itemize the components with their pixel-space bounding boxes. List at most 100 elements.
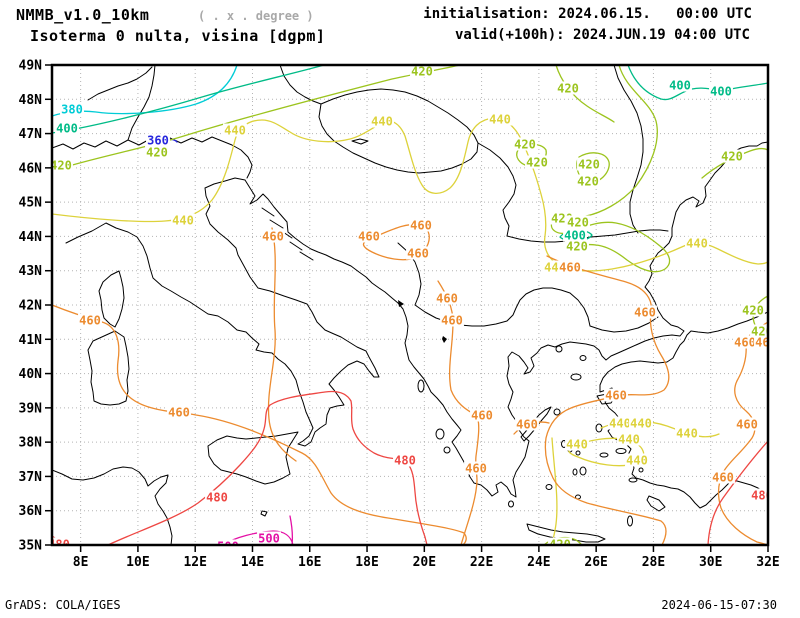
contour-label-440: 440 bbox=[618, 433, 640, 447]
contour-label-480: 480 bbox=[48, 538, 70, 552]
lat-tick-label: 42N bbox=[19, 299, 43, 314]
lat-tick-label: 38N bbox=[19, 436, 43, 451]
lat-tick-label: 39N bbox=[19, 401, 43, 416]
contour-label-mask bbox=[668, 78, 692, 92]
contour-label-mask bbox=[576, 174, 600, 188]
contour-label-420: 420 bbox=[50, 159, 72, 173]
contour-label-mask bbox=[257, 531, 281, 545]
lon-tick-label: 28E bbox=[642, 555, 665, 570]
contour-label-440: 440 bbox=[626, 454, 648, 468]
contour-label-mask bbox=[145, 145, 169, 159]
contour-label-mask bbox=[370, 114, 394, 128]
contour-line-460 bbox=[717, 321, 768, 545]
contour-label-mask bbox=[565, 437, 589, 451]
contour-line-460 bbox=[52, 304, 467, 545]
lon-tick-label: 20E bbox=[413, 555, 436, 570]
contour-label-500: 500 bbox=[258, 532, 280, 546]
contour-label-mask bbox=[261, 229, 285, 243]
contour-label-460: 460 bbox=[407, 247, 429, 261]
contour-label-mask bbox=[488, 112, 512, 126]
lon-tick-label: 16E bbox=[298, 555, 321, 570]
contour-label-400: 400 bbox=[564, 229, 586, 243]
contour-label-mask bbox=[78, 313, 102, 327]
contour-label-420: 420 bbox=[526, 156, 548, 170]
contour-label-mask bbox=[709, 84, 733, 98]
contour-label-mask bbox=[52, 537, 71, 545]
contour-line-420 bbox=[52, 65, 461, 172]
contour-label-420: 420 bbox=[578, 158, 600, 172]
coast-africa bbox=[52, 466, 173, 545]
contour-line-400 bbox=[627, 65, 768, 101]
contour-label-mask bbox=[577, 157, 601, 171]
contour-label-460: 460 bbox=[410, 219, 432, 233]
lake-ohrid bbox=[442, 336, 447, 343]
contour-line-480 bbox=[707, 440, 768, 545]
island-sardinia bbox=[87, 330, 130, 406]
contour-label-mask bbox=[167, 405, 191, 419]
contour-label-420: 420 bbox=[566, 240, 588, 254]
lat-tick-label: 49N bbox=[19, 59, 43, 74]
contour-label-mask bbox=[604, 388, 628, 402]
contour-label-mask bbox=[440, 313, 464, 327]
lat-tick-label: 48N bbox=[19, 93, 43, 108]
grads-credit: GrADS: COLA/IGES bbox=[5, 598, 121, 612]
contour-label-440: 440 bbox=[676, 427, 698, 441]
contour-line-500 bbox=[221, 530, 294, 545]
field-title: Isoterma 0 nulta, visina [dgpm] bbox=[30, 27, 326, 45]
lon-tick-label: 14E bbox=[241, 555, 264, 570]
contour-label-440: 440 bbox=[489, 113, 511, 127]
contour-label-420: 420 bbox=[146, 146, 168, 160]
contour-label-mask bbox=[52, 158, 73, 172]
contour-label-420: 420 bbox=[577, 175, 599, 189]
contour-label-mask bbox=[556, 81, 580, 95]
contour-label-480: 480 bbox=[751, 489, 773, 503]
contour-label-mask bbox=[608, 416, 632, 430]
contour-label-mask bbox=[750, 488, 768, 502]
contour-label-mask bbox=[216, 539, 240, 545]
contour-label-480: 480 bbox=[394, 454, 416, 468]
contour-label-500: 500 bbox=[217, 540, 239, 554]
contour-line-460 bbox=[267, 227, 297, 462]
axis-labels: 49N 48N 47N 46N 45N 44N 43N 42N 41N 40N 39N 38N 37N 3… bbox=[19, 59, 780, 571]
map-frame bbox=[50, 63, 770, 547]
country-borders bbox=[52, 65, 669, 333]
contour-label-mask bbox=[629, 416, 653, 430]
contour-label-mask bbox=[566, 215, 590, 229]
contour-label-mask bbox=[548, 537, 572, 545]
contour-label-420: 420 bbox=[411, 65, 433, 79]
contour-line-420 bbox=[701, 147, 768, 179]
contour-label-mask bbox=[146, 133, 170, 147]
contour-label-420: 420 bbox=[751, 325, 773, 339]
contour-label-420: 420 bbox=[514, 138, 536, 152]
lat-tick-label: 35N bbox=[19, 539, 43, 554]
lon-tick-label: 30E bbox=[699, 555, 722, 570]
lat-tick-label: 45N bbox=[19, 196, 43, 211]
model-title: NMMB_v1.0_10km bbox=[16, 6, 150, 24]
contour-label-mask bbox=[409, 218, 433, 232]
aegean-small-islands bbox=[417, 345, 649, 527]
contour-label-mask bbox=[750, 324, 768, 338]
units-note: ( . x . degree ) bbox=[198, 9, 314, 23]
dalmatian-islands bbox=[261, 207, 314, 261]
contour-label-460: 460 bbox=[358, 230, 380, 244]
contour-label-mask bbox=[625, 453, 649, 467]
lon-tick-label: 26E bbox=[584, 555, 607, 570]
contour-label-460: 460 bbox=[734, 336, 756, 350]
contour-label-mask bbox=[617, 432, 641, 446]
contour-label-420: 420 bbox=[549, 538, 571, 552]
contour-label-mask bbox=[685, 236, 709, 250]
contour-label-mask bbox=[515, 417, 539, 431]
contour-label-460: 460 bbox=[559, 261, 581, 275]
contour-label-460: 460 bbox=[465, 462, 487, 476]
contour-label-400: 400 bbox=[669, 79, 691, 93]
contour-line-400 bbox=[52, 65, 325, 134]
contour-label-380: 380 bbox=[61, 103, 83, 117]
contour-label-mask bbox=[357, 229, 381, 243]
contour-label-460: 460 bbox=[605, 389, 627, 403]
contour-label-460: 460 bbox=[471, 409, 493, 423]
contour-label-mask bbox=[223, 123, 247, 137]
coastline-borders bbox=[52, 65, 768, 545]
contour-label-440: 440 bbox=[224, 124, 246, 138]
